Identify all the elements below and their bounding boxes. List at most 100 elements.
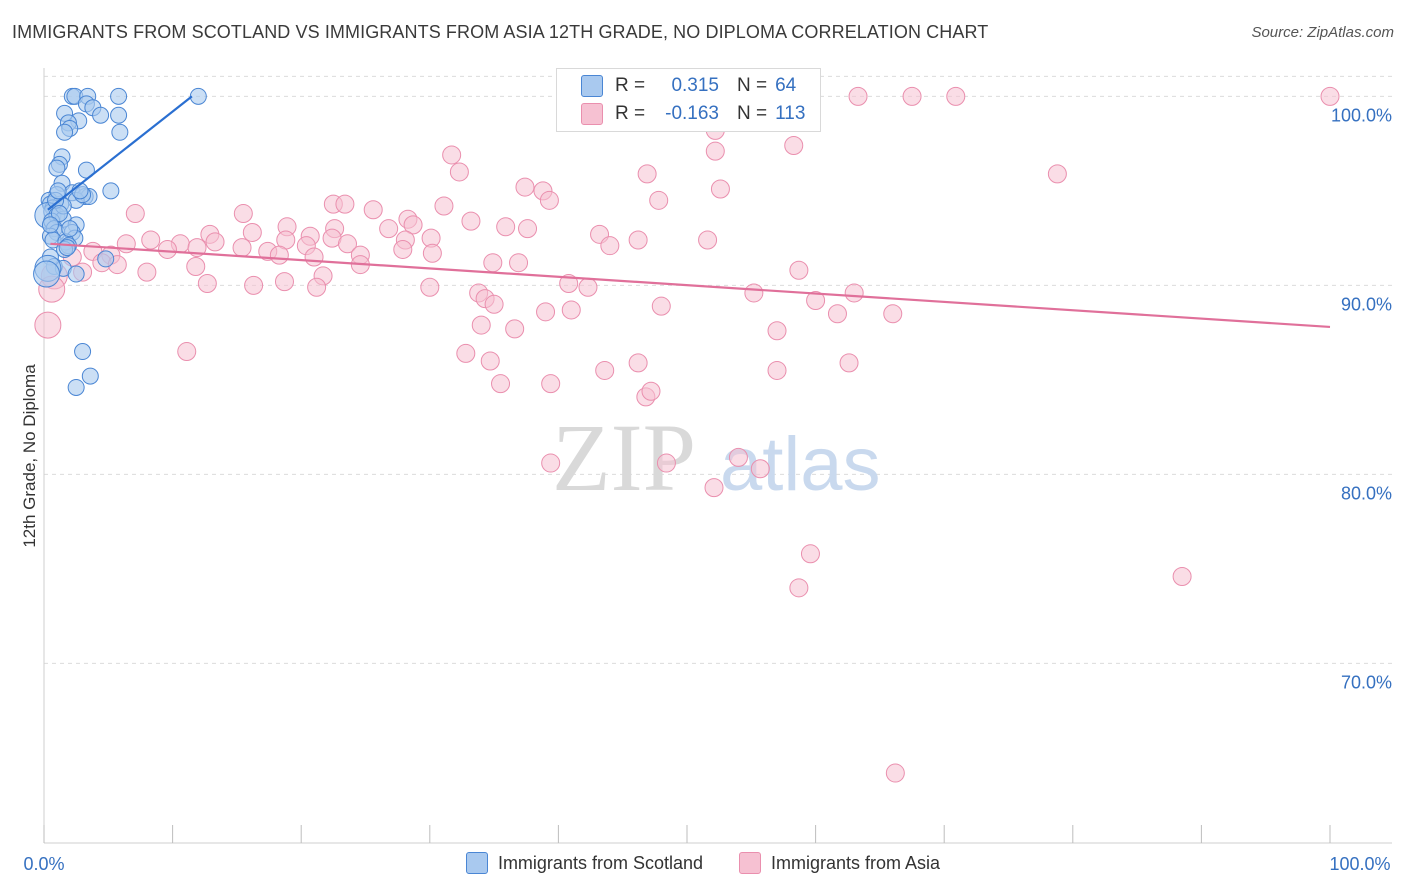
- scotland-point: [56, 123, 74, 141]
- asia-point: [141, 230, 161, 250]
- asia-swatch: [581, 103, 603, 125]
- asia-point: [491, 374, 511, 394]
- asia-point: [483, 253, 503, 273]
- scotland-legend-swatch: [465, 852, 488, 874]
- asia-point: [848, 86, 868, 106]
- y-tick-label: 100.0%: [1331, 105, 1392, 125]
- watermark-atlas: atlas: [720, 422, 881, 507]
- asia-point: [393, 239, 413, 259]
- scotland-point: [58, 239, 76, 257]
- asia-point: [232, 238, 252, 258]
- asia-point: [1047, 164, 1067, 184]
- asia-point: [641, 381, 661, 401]
- n-value: 113: [775, 103, 806, 124]
- x-tick-label-end: 100.0%: [1329, 854, 1390, 874]
- n-value: 64: [775, 75, 797, 96]
- asia-point: [422, 243, 442, 263]
- asia-point: [337, 234, 357, 254]
- asia-point: [197, 273, 217, 293]
- asia-point: [800, 544, 820, 564]
- scotland-point: [97, 250, 115, 268]
- asia-point: [541, 374, 561, 394]
- scotland-point: [50, 205, 68, 223]
- scotland-point: [110, 106, 128, 124]
- scotland-point: [61, 220, 79, 238]
- asia-point: [34, 311, 62, 339]
- asia-point: [885, 763, 905, 783]
- asia-point: [461, 211, 481, 231]
- asia-point: [844, 283, 864, 303]
- asia-point: [269, 245, 289, 265]
- scotland-point: [74, 343, 92, 361]
- asia-point: [637, 164, 657, 184]
- asia-point: [656, 453, 676, 473]
- asia-point: [578, 277, 598, 297]
- scotland-point: [92, 106, 110, 124]
- r-value: -0.163: [665, 103, 719, 124]
- n-label: N =: [737, 75, 768, 96]
- asia-point: [595, 360, 615, 380]
- asia-point: [363, 200, 383, 220]
- scotland-swatch: [581, 75, 603, 97]
- asia-point: [456, 343, 476, 363]
- scotland-point: [67, 378, 85, 396]
- asia-point: [480, 351, 500, 371]
- asia-point: [559, 273, 579, 293]
- asia-point: [515, 177, 535, 197]
- asia-point: [946, 86, 966, 106]
- asia-point: [509, 253, 529, 273]
- asia-point: [304, 247, 324, 267]
- asia-point: [471, 315, 491, 335]
- asia-point: [827, 304, 847, 324]
- asia-point: [157, 239, 177, 259]
- asia-point: [744, 283, 764, 303]
- asia-point: [767, 321, 787, 341]
- asia-point: [541, 453, 561, 473]
- correlation-row-asia: R = -0.163 N = 113: [581, 102, 805, 126]
- asia-point: [420, 277, 440, 297]
- scotland-point: [189, 87, 207, 105]
- legend-item-asia[interactable]: Immigrants from Asia: [739, 852, 940, 874]
- asia-point: [233, 204, 253, 224]
- asia-point: [698, 230, 718, 250]
- asia-trend-line: [50, 242, 1331, 329]
- asia-legend-swatch: [739, 852, 762, 874]
- asia-point: [750, 459, 770, 479]
- y-tick-label: 80.0%: [1341, 483, 1392, 503]
- series-legend: Immigrants from Scotland Immigrants from…: [0, 852, 1406, 874]
- y-axis-label: 12th Grade, No Diploma: [20, 364, 39, 548]
- asia-point: [242, 222, 262, 242]
- asia-point: [434, 196, 454, 216]
- asia-point: [186, 256, 206, 276]
- asia-point: [449, 162, 469, 182]
- n-label: N =: [737, 103, 768, 124]
- asia-point: [307, 277, 327, 297]
- correlation-row-scotland: R = 0.315 N = 64: [581, 74, 796, 98]
- asia-point: [883, 304, 903, 324]
- asia-point: [628, 353, 648, 373]
- scotland-trend-line: [47, 95, 193, 211]
- legend-label-scotland: Immigrants from Scotland: [497, 852, 704, 873]
- asia-point: [403, 215, 423, 235]
- asia-point: [496, 217, 516, 237]
- watermark-zip: ZIP: [552, 404, 696, 511]
- asia-point: [600, 236, 620, 256]
- asia-point: [902, 86, 922, 106]
- source-credit: Source: ZipAtlas.com: [1251, 24, 1394, 41]
- asia-point: [704, 478, 724, 498]
- asia-point: [484, 294, 504, 314]
- asia-point: [335, 194, 355, 214]
- asia-point: [536, 302, 556, 322]
- asia-point: [710, 179, 730, 199]
- asia-point: [839, 353, 859, 373]
- x-tick-label-start: 0.0%: [23, 854, 64, 874]
- correlation-legend: R = 0.315 N = 64 R = -0.163 N = 113: [556, 68, 821, 132]
- chart-title: IMMIGRANTS FROM SCOTLAND VS IMMIGRANTS F…: [12, 22, 989, 42]
- asia-point: [205, 232, 225, 252]
- scotland-point: [49, 182, 67, 200]
- asia-point: [784, 136, 804, 155]
- scotland-point: [67, 265, 85, 283]
- asia-point: [705, 141, 725, 161]
- asia-point: [539, 190, 559, 210]
- legend-item-scotland[interactable]: Immigrants from Scotland: [465, 852, 704, 874]
